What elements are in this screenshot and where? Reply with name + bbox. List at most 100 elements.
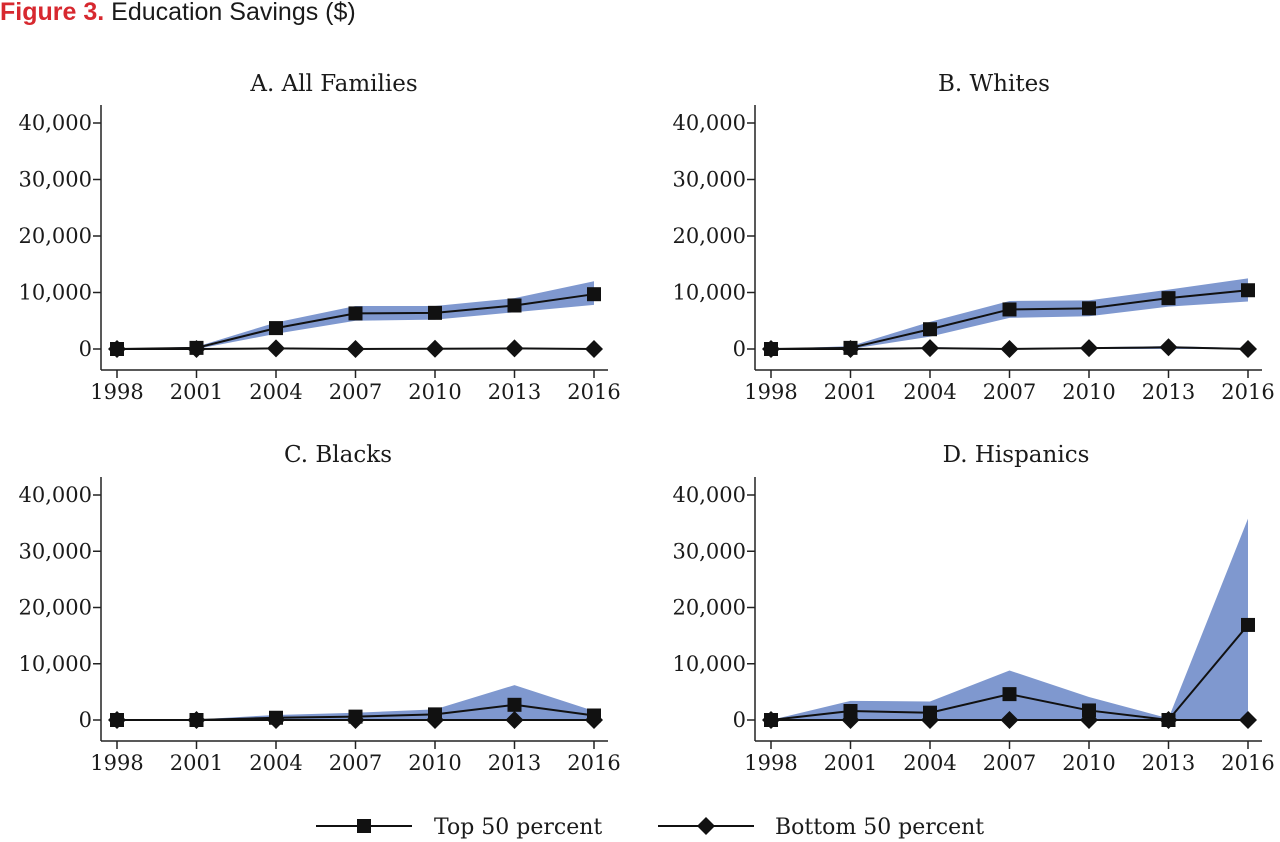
y-tick-label: 40,000	[673, 111, 746, 135]
figure-caption: Education Savings ($)	[111, 0, 356, 26]
chart-panel-1: A. All Families 0 10,000 20,000 30,000 40,000…	[19, 71, 621, 404]
chart-panel-4: D. Hispanics 0 10,000 20,000 30,000 40,000 199…	[673, 442, 1275, 775]
data-point-bottom	[1000, 340, 1019, 358]
y-tick-label: 30,000	[673, 539, 746, 563]
data-point-bottom	[505, 339, 524, 358]
x-tick-label: 2013	[1142, 751, 1195, 775]
panel-title: B. Whites	[938, 71, 1050, 97]
data-point-top	[189, 340, 204, 355]
data-point-top	[348, 709, 363, 724]
data-point-bottom	[426, 339, 444, 358]
data-point-top	[1082, 301, 1096, 316]
confidence-band-top	[771, 518, 1248, 720]
data-point-top	[764, 713, 778, 727]
data-point-top	[1002, 302, 1017, 317]
data-point-bottom	[346, 340, 365, 358]
x-tick-label: 1998	[90, 751, 143, 775]
data-point-bottom	[585, 340, 603, 358]
x-tick-label: 2013	[488, 380, 541, 404]
y-tick-label: 10,000	[19, 652, 92, 676]
data-point-top	[269, 321, 283, 336]
y-tick-label: 0	[733, 337, 746, 361]
y-tick-label: 10,000	[19, 281, 92, 305]
x-tick-label: 1998	[744, 751, 797, 775]
data-point-top	[1002, 687, 1017, 702]
panel-title: C. Blacks	[284, 442, 392, 468]
x-tick-label: 2016	[1221, 751, 1274, 775]
y-tick-label: 40,000	[19, 483, 92, 507]
legend-marker-top	[357, 819, 371, 833]
x-tick-label: 2016	[1221, 380, 1274, 404]
x-tick-label: 2013	[488, 751, 541, 775]
x-tick-label: 2007	[329, 751, 382, 775]
figure-number: Figure 3.	[0, 0, 105, 26]
x-tick-label: 2004	[903, 380, 956, 404]
data-point-top	[110, 713, 124, 727]
panel-title: A. All Families	[249, 71, 417, 97]
data-point-top	[587, 708, 601, 723]
y-tick-label: 0	[79, 708, 92, 732]
data-point-bottom	[1159, 338, 1178, 357]
x-tick-label: 2001	[824, 751, 877, 775]
x-tick-label: 2001	[170, 380, 223, 404]
data-point-top	[764, 342, 778, 356]
y-tick-label: 40,000	[19, 111, 92, 135]
data-point-top	[269, 710, 283, 725]
chart-panel-2: B. Whites 0 10,000 20,000 30,000 40,000 1998 20…	[673, 71, 1275, 404]
x-tick-label: 2016	[567, 751, 620, 775]
data-point-top	[1241, 617, 1255, 632]
y-tick-label: 30,000	[19, 539, 92, 563]
data-point-top	[1161, 713, 1176, 727]
data-point-top	[428, 305, 442, 320]
y-tick-label: 20,000	[19, 224, 92, 248]
data-point-top	[1161, 291, 1176, 306]
panel-title: D. Hispanics	[943, 442, 1090, 468]
y-tick-label: 20,000	[673, 596, 746, 620]
legend-marker-bottom	[697, 817, 715, 835]
data-point-top	[348, 306, 363, 321]
data-point-top	[110, 342, 124, 356]
x-tick-label: 2004	[249, 380, 302, 404]
data-point-top	[507, 298, 522, 313]
data-point-bottom	[921, 339, 939, 358]
x-tick-label: 2004	[249, 751, 302, 775]
y-tick-label: 30,000	[19, 168, 92, 192]
x-tick-label: 2010	[1062, 751, 1115, 775]
y-tick-label: 30,000	[673, 168, 746, 192]
x-tick-label: 1998	[744, 380, 797, 404]
data-point-bottom	[1239, 711, 1257, 729]
data-point-top	[507, 697, 522, 712]
y-tick-label: 20,000	[673, 224, 746, 248]
x-tick-label: 2007	[983, 380, 1036, 404]
chart-panel-3: C. Blacks 0 10,000 20,000 30,000 40,000 1998 20…	[19, 442, 621, 775]
y-tick-label: 10,000	[673, 281, 746, 305]
y-tick-label: 0	[79, 337, 92, 361]
y-tick-label: 10,000	[673, 652, 746, 676]
data-point-top	[843, 340, 858, 355]
data-point-bottom	[1239, 340, 1257, 358]
data-point-bottom	[1000, 711, 1019, 729]
data-point-top	[843, 704, 858, 718]
x-tick-label: 2007	[329, 380, 382, 404]
data-point-top	[428, 707, 442, 722]
x-tick-label: 2010	[408, 751, 461, 775]
data-point-top	[189, 713, 204, 727]
data-point-top	[923, 322, 937, 337]
x-tick-label: 1998	[90, 380, 143, 404]
data-point-bottom	[267, 339, 285, 358]
x-tick-label: 2016	[567, 380, 620, 404]
x-tick-label: 2007	[983, 751, 1036, 775]
data-point-top	[1241, 283, 1255, 298]
figure-heading: Figure 3. Education Savings ($)	[0, 0, 356, 27]
y-tick-label: 0	[733, 708, 746, 732]
data-point-top	[1082, 703, 1096, 718]
x-tick-label: 2001	[170, 751, 223, 775]
x-tick-label: 2001	[824, 380, 877, 404]
data-point-bottom	[1080, 339, 1098, 358]
y-tick-label: 20,000	[19, 596, 92, 620]
data-point-bottom	[505, 711, 524, 729]
x-tick-label: 2013	[1142, 380, 1195, 404]
legend-label-top: Top 50 percent	[434, 815, 602, 840]
data-point-top	[587, 287, 601, 302]
